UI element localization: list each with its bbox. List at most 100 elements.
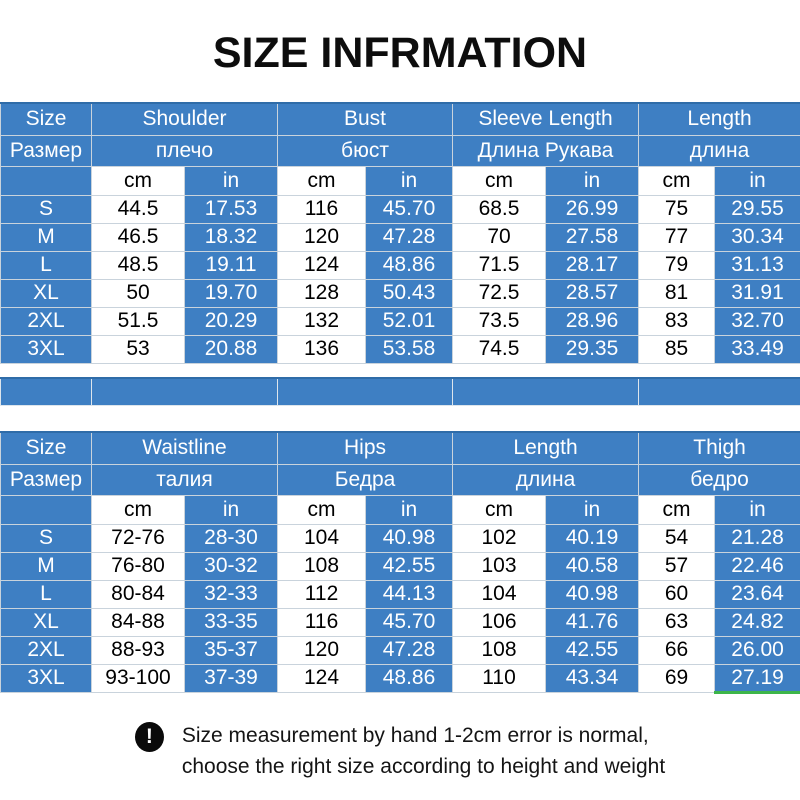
unit-cm-label: cm: [638, 494, 716, 525]
col-header-length-ru: длина: [637, 134, 800, 167]
size-label-cell: XL: [0, 278, 92, 308]
cm-value-cell: 116: [277, 194, 366, 224]
table-row: S 44.5 17.53 116 45.70 68.5 26.99 75 29.55: [0, 194, 800, 224]
cm-value-cell: 46.5: [91, 222, 185, 252]
header-row-en: Size Waistline Hips Length Thigh: [0, 431, 800, 465]
cm-value-cell: 116: [277, 607, 367, 637]
separator-cell: [91, 377, 278, 406]
separator-cell: [638, 377, 800, 406]
cm-value-cell: 124: [277, 663, 367, 693]
in-value-cell: 52.01: [365, 306, 453, 336]
in-value-cell: 19.11: [184, 250, 278, 280]
size-label-cell: 2XL: [0, 306, 92, 336]
in-value-cell: 40.58: [545, 551, 640, 581]
in-value-cell: 20.29: [184, 306, 278, 336]
table-row: 2XL 51.5 20.29 132 52.01 73.5 28.96 83 32.70: [0, 306, 800, 336]
page-title: SIZE INFRMATION: [212, 29, 588, 77]
in-value-cell: 50.43: [365, 278, 453, 308]
table-row: XL 50 19.70 128 50.43 72.5 28.57 81 31.91: [0, 278, 800, 308]
unit-in-label: in: [714, 494, 800, 525]
in-value-cell: 23.64: [714, 579, 800, 609]
in-value-cell: 33-35: [183, 607, 279, 637]
col-header-size: Size: [0, 102, 92, 136]
separator-cell: [452, 377, 639, 406]
in-value-cell: 42.55: [545, 635, 640, 665]
in-value-cell: 40.19: [545, 523, 640, 553]
in-value-cell: 35-37: [183, 635, 279, 665]
cm-value-cell: 136: [277, 334, 366, 364]
unit-in-label: in: [184, 165, 278, 196]
cm-value-cell: 48.5: [91, 250, 185, 280]
in-value-cell: 53.58: [365, 334, 453, 364]
units-row: cm in cm in cm in cm in: [0, 494, 800, 525]
unit-cm-label: cm: [91, 165, 185, 196]
cm-value-cell: 68.5: [452, 194, 546, 224]
in-value-cell: 20.88: [184, 334, 278, 364]
col-header-shoulder: Shoulder: [91, 102, 278, 136]
in-value-cell: 45.70: [365, 194, 453, 224]
col-header-length: Length: [637, 102, 800, 136]
units-row: cm in cm in cm in cm in: [0, 165, 800, 196]
size-label-cell: 3XL: [0, 663, 92, 693]
cm-value-cell: 53: [91, 334, 185, 364]
cm-value-cell: 50: [91, 278, 185, 308]
table-row: 2XL 88-93 35-37 120 47.28 108 42.55 66 26.00: [0, 635, 800, 665]
cm-value-cell: 120: [277, 222, 366, 252]
separator-row: [0, 377, 800, 406]
cm-value-cell: 106: [452, 607, 547, 637]
unit-in-label: in: [365, 165, 453, 196]
table-separator-bar: [0, 376, 800, 406]
size-label-cell: S: [0, 194, 92, 224]
col-header-bust-ru: бюст: [277, 134, 453, 167]
exclamation-icon: !: [134, 721, 164, 752]
in-value-cell: 21.28: [714, 523, 800, 553]
cm-value-cell: 71.5: [452, 250, 546, 280]
unit-cm-label: cm: [277, 494, 367, 525]
table-row: M 76-80 30-32 108 42.55 103 40.58 57 22.46: [0, 551, 800, 581]
in-value-cell: 48.86: [365, 663, 454, 693]
cm-value-cell: 74.5: [452, 334, 546, 364]
cm-value-cell: 120: [277, 635, 367, 665]
size-label-cell: 3XL: [0, 334, 92, 364]
col-header-size-ru: Размер: [0, 463, 92, 496]
col-header-thigh: Thigh: [638, 431, 800, 465]
in-value-cell: 47.28: [365, 222, 453, 252]
unit-in-label: in: [713, 165, 800, 196]
in-value-cell: 29.55: [713, 194, 800, 224]
in-value-cell: 31.13: [713, 250, 800, 280]
header-row-ru: Размер талия Бедра длина бедро: [0, 463, 800, 496]
cm-value-cell: 103: [452, 551, 547, 581]
cm-value-cell: 108: [277, 551, 367, 581]
col-header-sleeve-length: Sleeve Length: [452, 102, 639, 136]
col-header-shoulder-ru: плечо: [91, 134, 278, 167]
separator-cell: [0, 377, 92, 406]
col-header-length-ru: длина: [452, 463, 640, 496]
cm-value-cell: 132: [277, 306, 366, 336]
cm-value-cell: 44.5: [91, 194, 185, 224]
in-value-cell: 42.55: [365, 551, 454, 581]
cm-value-cell: 128: [277, 278, 366, 308]
cm-value-cell: 81: [638, 278, 715, 308]
cm-value-cell: 88-93: [91, 635, 185, 665]
table-row: 3XL 93-100 37-39 124 48.86 110 43.34 69 27.19: [0, 663, 800, 694]
cm-value-cell: 83: [638, 306, 715, 336]
in-value-cell: 47.28: [365, 635, 454, 665]
cm-value-cell: 77: [638, 222, 715, 252]
unit-cm-label: cm: [452, 494, 547, 525]
cm-value-cell: 51.5: [91, 306, 185, 336]
cm-value-cell: 75: [638, 194, 715, 224]
table-row: S 72-76 28-30 104 40.98 102 40.19 54 21.28: [0, 523, 800, 553]
cm-value-cell: 108: [452, 635, 547, 665]
col-header-hips: Hips: [277, 431, 454, 465]
cm-value-cell: 69: [638, 663, 716, 693]
unit-cm-label: cm: [277, 165, 366, 196]
cm-value-cell: 66: [638, 635, 716, 665]
in-value-cell: 24.82: [714, 607, 800, 637]
in-value-cell: 32-33: [183, 579, 279, 609]
in-value-cell: 44.13: [365, 579, 454, 609]
header-row-ru: Размер плечо бюст Длина Рукава длина: [0, 134, 800, 167]
in-value-cell: 18.32: [184, 222, 278, 252]
in-value-cell: 32.70: [713, 306, 800, 336]
cm-value-cell: 79: [638, 250, 715, 280]
cm-value-cell: 63: [638, 607, 716, 637]
